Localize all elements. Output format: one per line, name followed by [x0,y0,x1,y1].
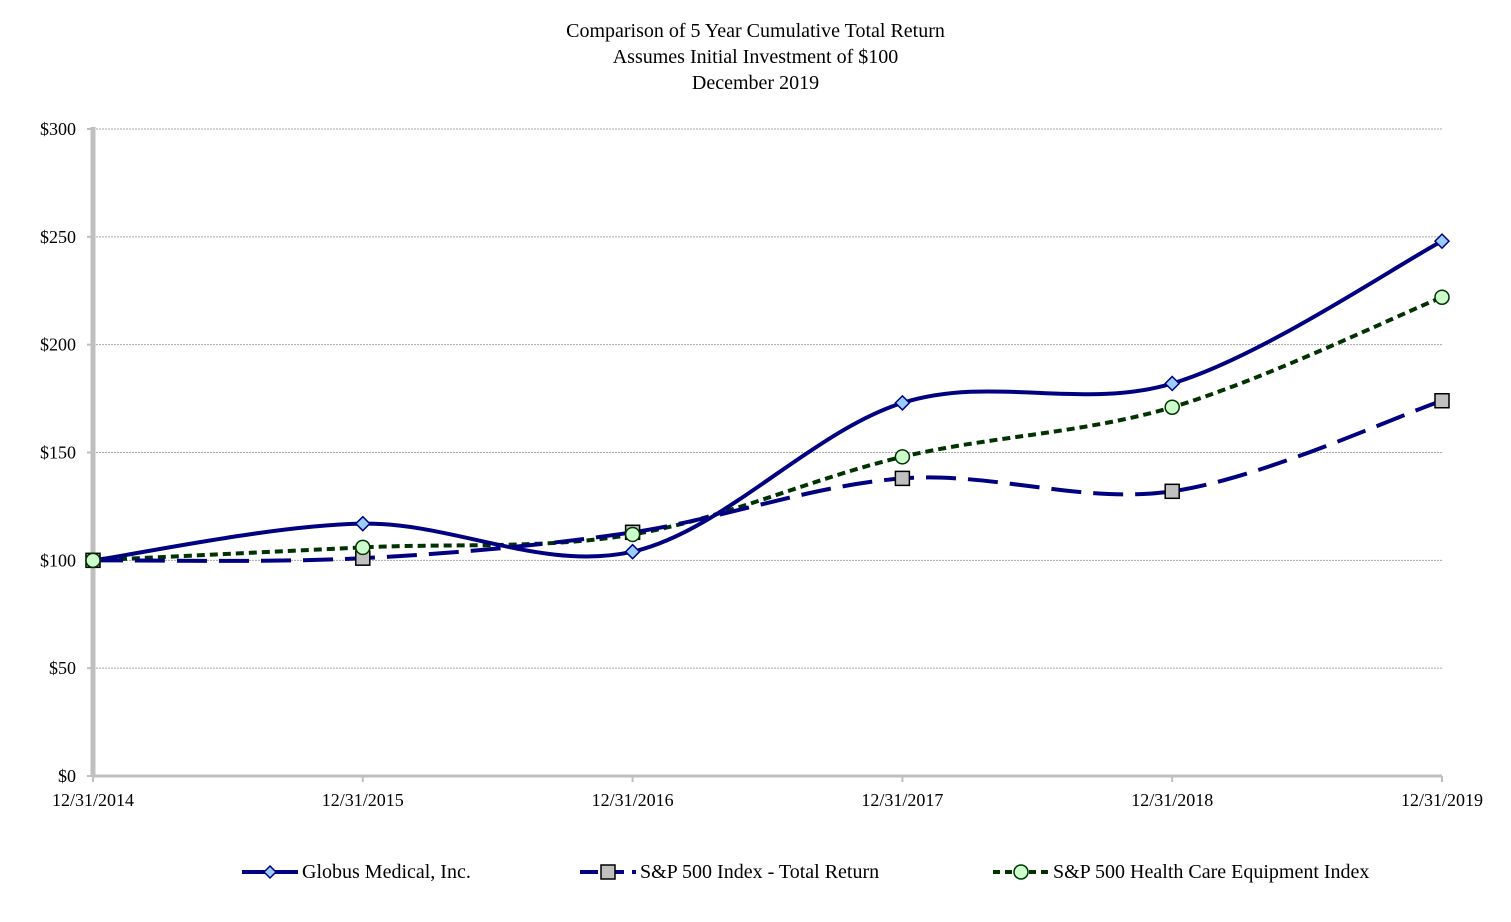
x-tick-label: 12/31/2016 [592,790,674,810]
series-line-sp500 [92,398,1443,563]
y-tick-label: $100 [40,550,76,570]
marker-hce [1164,399,1180,415]
y-axis-ticks: $0 $50 $100 $150 $200 $250 $300 [40,119,93,786]
legend-label-globus: Globus Medical, Inc. [302,860,471,883]
chart-title: Comparison of 5 Year Cumulative Total Re… [0,18,1511,96]
y-tick-label: $250 [40,227,76,247]
legend-item-sp500[interactable]: S&P 500 Index - Total Return [580,856,879,888]
series-line-globus [92,239,1443,563]
x-axis-ticks: 12/31/2014 12/31/2015 12/31/2016 12/31/2017… [52,776,1483,810]
legend: Globus Medical, Inc. S&P 500 Index - Tot… [0,856,1511,888]
y-tick-label: $300 [40,119,76,139]
marker-hce [1434,289,1450,305]
y-tick-label: $200 [40,335,76,355]
x-tick-label: 12/31/2015 [322,790,404,810]
series-line-hce [92,295,1443,563]
x-tick-label: 12/31/2017 [861,790,943,810]
chart-title-line-1: Comparison of 5 Year Cumulative Total Re… [566,20,945,42]
legend-item-globus[interactable]: Globus Medical, Inc. [242,856,471,888]
chart-title-line-2: Assumes Initial Investment of $100 [612,46,899,68]
legend-swatch-sp500 [580,864,636,880]
legend-swatch-globus [242,864,298,880]
series-markers [84,233,1451,569]
legend-item-hce[interactable]: S&P 500 Health Care Equipment Index [993,856,1369,888]
marker-sp500 [1434,392,1450,409]
marker-hce [624,526,641,543]
marker-globus [894,394,911,411]
series-lines [92,239,1443,563]
marker-hce [894,449,911,465]
y-tick-label: $150 [40,443,76,463]
chart-title-line-3: December 2019 [691,72,820,94]
y-tick-label: $0 [58,766,76,786]
marker-globus [1164,375,1181,392]
x-tick-label: 12/31/2018 [1131,790,1213,810]
x-tick-label: 12/31/2014 [52,790,134,810]
y-tick-label: $50 [49,658,76,678]
axes [90,127,1442,778]
marker-globus [1433,233,1451,250]
marker-hce [355,539,371,556]
marker-sp500 [894,470,911,487]
legend-label-hce: S&P 500 Health Care Equipment Index [1053,860,1370,883]
marker-hce [85,552,101,569]
legend-swatch-hce [993,864,1049,880]
gridlines [93,128,1442,669]
legend-label-sp500: S&P 500 Index - Total Return [640,860,880,883]
marker-sp500 [1164,483,1180,500]
marker-globus [354,515,371,532]
x-tick-label: 12/31/2019 [1401,790,1483,810]
marker-globus [624,543,641,560]
